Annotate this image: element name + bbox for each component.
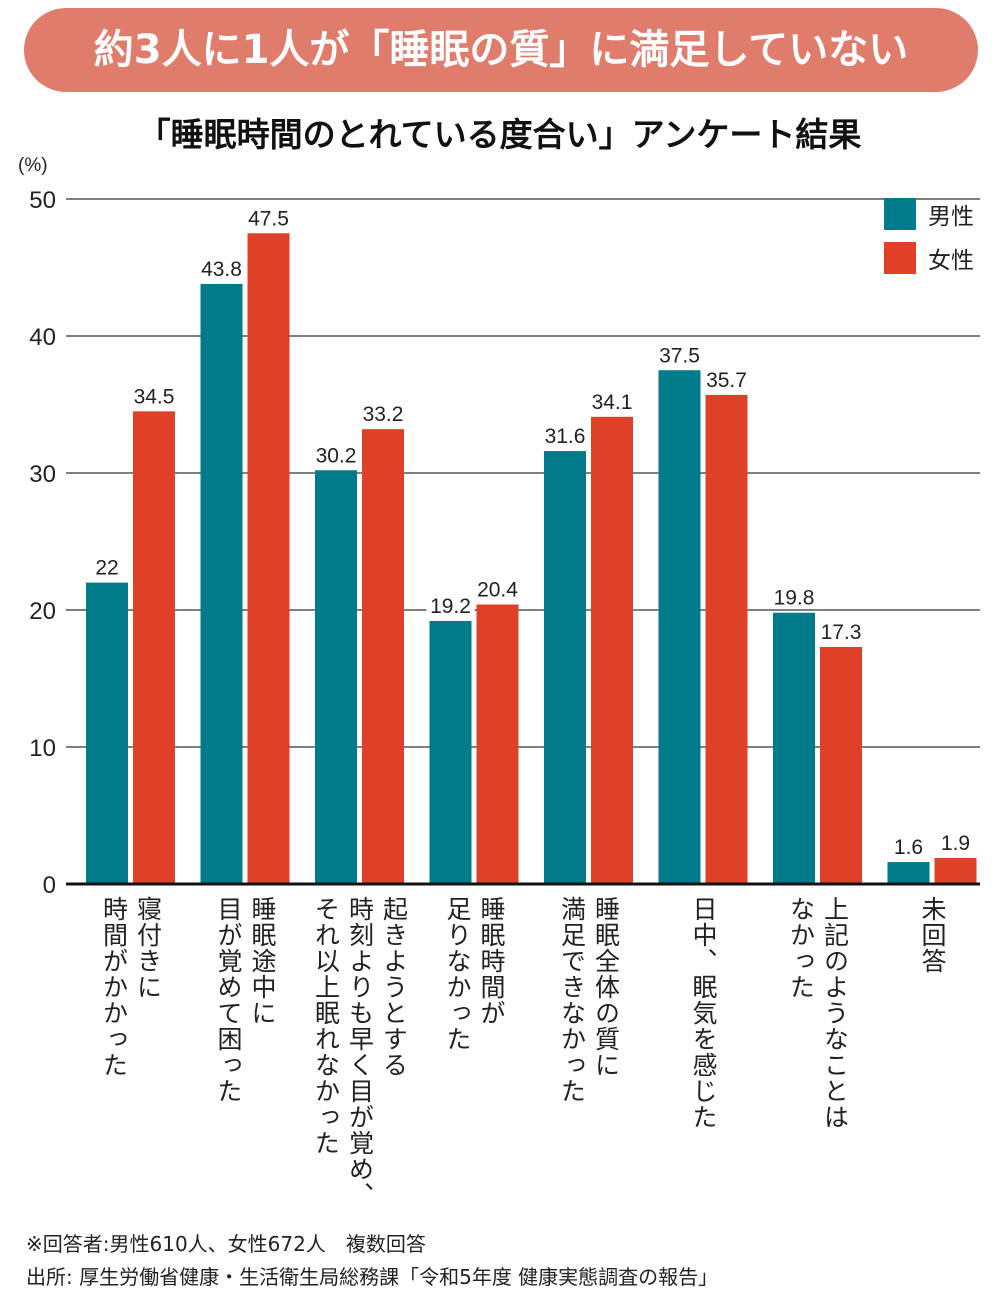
value-label-female: 34.5 bbox=[134, 385, 175, 408]
bar-male bbox=[315, 470, 357, 884]
bar-male bbox=[86, 583, 128, 884]
x-category-label: 寝付きに 時間がかかった bbox=[97, 896, 165, 1078]
value-label-female: 33.2 bbox=[363, 403, 404, 426]
bar-male bbox=[659, 370, 701, 884]
x-category-label: 未回答 bbox=[915, 896, 949, 974]
bar-female bbox=[133, 411, 175, 884]
y-tick-label-10: 10 bbox=[29, 735, 56, 762]
respondents-note: ※回答者:男性610人、女性672人 複数回答 bbox=[26, 1228, 718, 1261]
bar-male bbox=[888, 862, 930, 884]
x-category-label: 睡眠全体の質に 満足できなかった bbox=[555, 896, 623, 1104]
footnotes: ※回答者:男性610人、女性672人 複数回答 出所: 厚生労働省健康・生活衛生… bbox=[26, 1228, 718, 1294]
bar-female bbox=[820, 647, 862, 884]
y-tick-label-50: 50 bbox=[29, 187, 56, 214]
bar-male bbox=[430, 621, 472, 884]
x-category-label: 睡眠途中に 目が覚めて困った bbox=[211, 896, 279, 1104]
value-label-female: 1.9 bbox=[941, 832, 970, 855]
y-tick-label-20: 20 bbox=[29, 598, 56, 625]
y-tick-label-30: 30 bbox=[29, 461, 56, 488]
bar-male bbox=[201, 284, 243, 884]
bar-female bbox=[935, 858, 977, 884]
bar-female bbox=[706, 395, 748, 884]
bar-male bbox=[544, 451, 586, 884]
bar-female bbox=[477, 605, 519, 884]
value-label-male: 37.5 bbox=[659, 344, 700, 367]
value-label-male: 19.8 bbox=[774, 587, 815, 610]
value-label-male: 30.2 bbox=[316, 444, 357, 467]
legend-label-female: 女性 bbox=[928, 241, 974, 275]
x-category-label: 上記のようなことは なかった bbox=[784, 896, 852, 1130]
value-label-female: 34.1 bbox=[592, 391, 633, 414]
value-label-male: 22 bbox=[95, 557, 118, 580]
y-tick-label-0: 0 bbox=[43, 872, 56, 899]
bar-male bbox=[773, 613, 815, 884]
bar-female bbox=[591, 417, 633, 884]
source-note: 出所: 厚生労働省健康・生活衛生局総務課「令和5年度 健康実態調査の報告」 bbox=[26, 1261, 718, 1294]
x-category-label: 日中、眠気を感じた bbox=[686, 896, 720, 1130]
legend-item-male: 男性 bbox=[884, 192, 974, 236]
legend-swatch-female bbox=[884, 242, 916, 274]
value-label-female: 35.7 bbox=[706, 369, 747, 392]
value-label-female: 20.4 bbox=[477, 579, 518, 602]
value-label-male: 19.2 bbox=[430, 595, 471, 618]
value-label-female: 47.5 bbox=[248, 207, 289, 230]
legend-swatch-male bbox=[884, 198, 916, 230]
value-label-female: 17.3 bbox=[821, 621, 862, 644]
x-category-label: 睡眠時間が 足りなかった bbox=[440, 896, 508, 1052]
legend: 男性 女性 bbox=[884, 192, 974, 280]
value-label-male: 31.6 bbox=[545, 425, 586, 448]
value-label-male: 1.6 bbox=[894, 836, 923, 859]
bar-female bbox=[362, 429, 404, 884]
bar-female bbox=[248, 233, 290, 884]
x-category-label: 起きようとする 時刻よりも早く目が覚め、 それ以上眠れなかった bbox=[309, 896, 411, 1208]
legend-item-female: 女性 bbox=[884, 236, 974, 280]
y-axis-unit-label: (%) bbox=[18, 155, 48, 176]
legend-label-male: 男性 bbox=[928, 197, 974, 231]
y-tick-label-40: 40 bbox=[29, 324, 56, 351]
value-label-male: 43.8 bbox=[201, 258, 242, 281]
